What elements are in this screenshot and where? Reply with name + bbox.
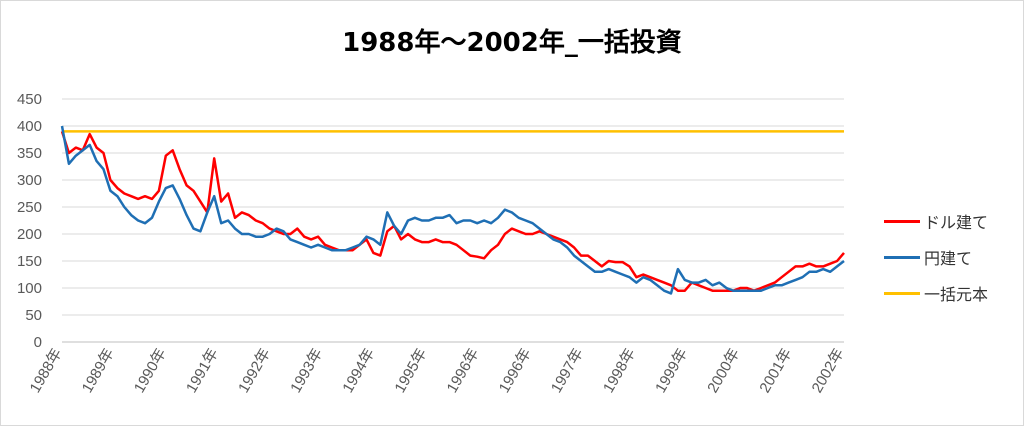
x-tick-label: 1998年 xyxy=(600,346,639,396)
y-tick-label: 50 xyxy=(25,307,42,324)
x-tick-label: 1993年 xyxy=(287,346,326,396)
x-axis-ticks: 1988年 1989年 1990年 1991年 1992年 1993年 1994年 1995年… xyxy=(27,345,848,395)
y-tick-label: 250 xyxy=(17,199,42,216)
x-tick-label: 1997年 xyxy=(548,346,587,396)
x-tick-label: 1990年 xyxy=(131,346,170,396)
x-tick-label: 1991年 xyxy=(183,346,222,396)
legend-swatch-yen xyxy=(884,255,920,259)
x-tick-label: 2002年 xyxy=(809,346,848,396)
y-tick-label: 450 xyxy=(17,91,42,108)
legend-label-dollar: ドル建て xyxy=(924,213,989,232)
series-lines xyxy=(60,125,845,295)
y-tick-label: 100 xyxy=(17,280,42,297)
y-tick-label: 300 xyxy=(17,172,42,189)
legend-item-principal: 一括元本 xyxy=(884,275,1024,311)
x-tick-label: 2001年 xyxy=(756,346,795,396)
chart-title: 1988年～2002年_一括投資 xyxy=(342,28,682,58)
legend-swatch-dollar xyxy=(884,219,920,223)
legend: ドル建て 円建て 一括元本 xyxy=(884,203,1024,311)
legend-item-dollar: ドル建て xyxy=(884,203,1024,239)
gridlines xyxy=(62,98,844,343)
x-tick-label: 1992年 xyxy=(235,346,274,396)
x-tick-label: 1999年 xyxy=(652,346,691,396)
series-line-1 xyxy=(60,125,845,295)
x-tick-label: 1996年 xyxy=(496,346,535,396)
x-tick-label: 1996年 xyxy=(444,345,483,395)
legend-label-principal: 一括元本 xyxy=(924,285,989,304)
legend-label-yen: 円建て xyxy=(924,249,973,268)
y-tick-label: 150 xyxy=(17,253,42,270)
x-tick-label: 1995年 xyxy=(391,346,430,396)
y-tick-label: 350 xyxy=(17,145,42,162)
x-tick-label: 1989年 xyxy=(79,346,118,396)
y-tick-label: 400 xyxy=(17,118,42,135)
legend-item-yen: 円建て xyxy=(884,239,1024,275)
legend-swatch-principal xyxy=(884,291,920,295)
y-tick-label: 200 xyxy=(17,226,42,243)
x-tick-label: 1994年 xyxy=(339,346,378,396)
y-tick-label: 0 xyxy=(34,334,42,351)
y-axis-ticks: 0 50 100 150 200 250 300 350 400 450 xyxy=(17,91,42,351)
series-line-0 xyxy=(60,131,845,292)
x-tick-label: 2000年 xyxy=(704,346,743,396)
x-tick-label: 1988年 xyxy=(27,346,66,396)
